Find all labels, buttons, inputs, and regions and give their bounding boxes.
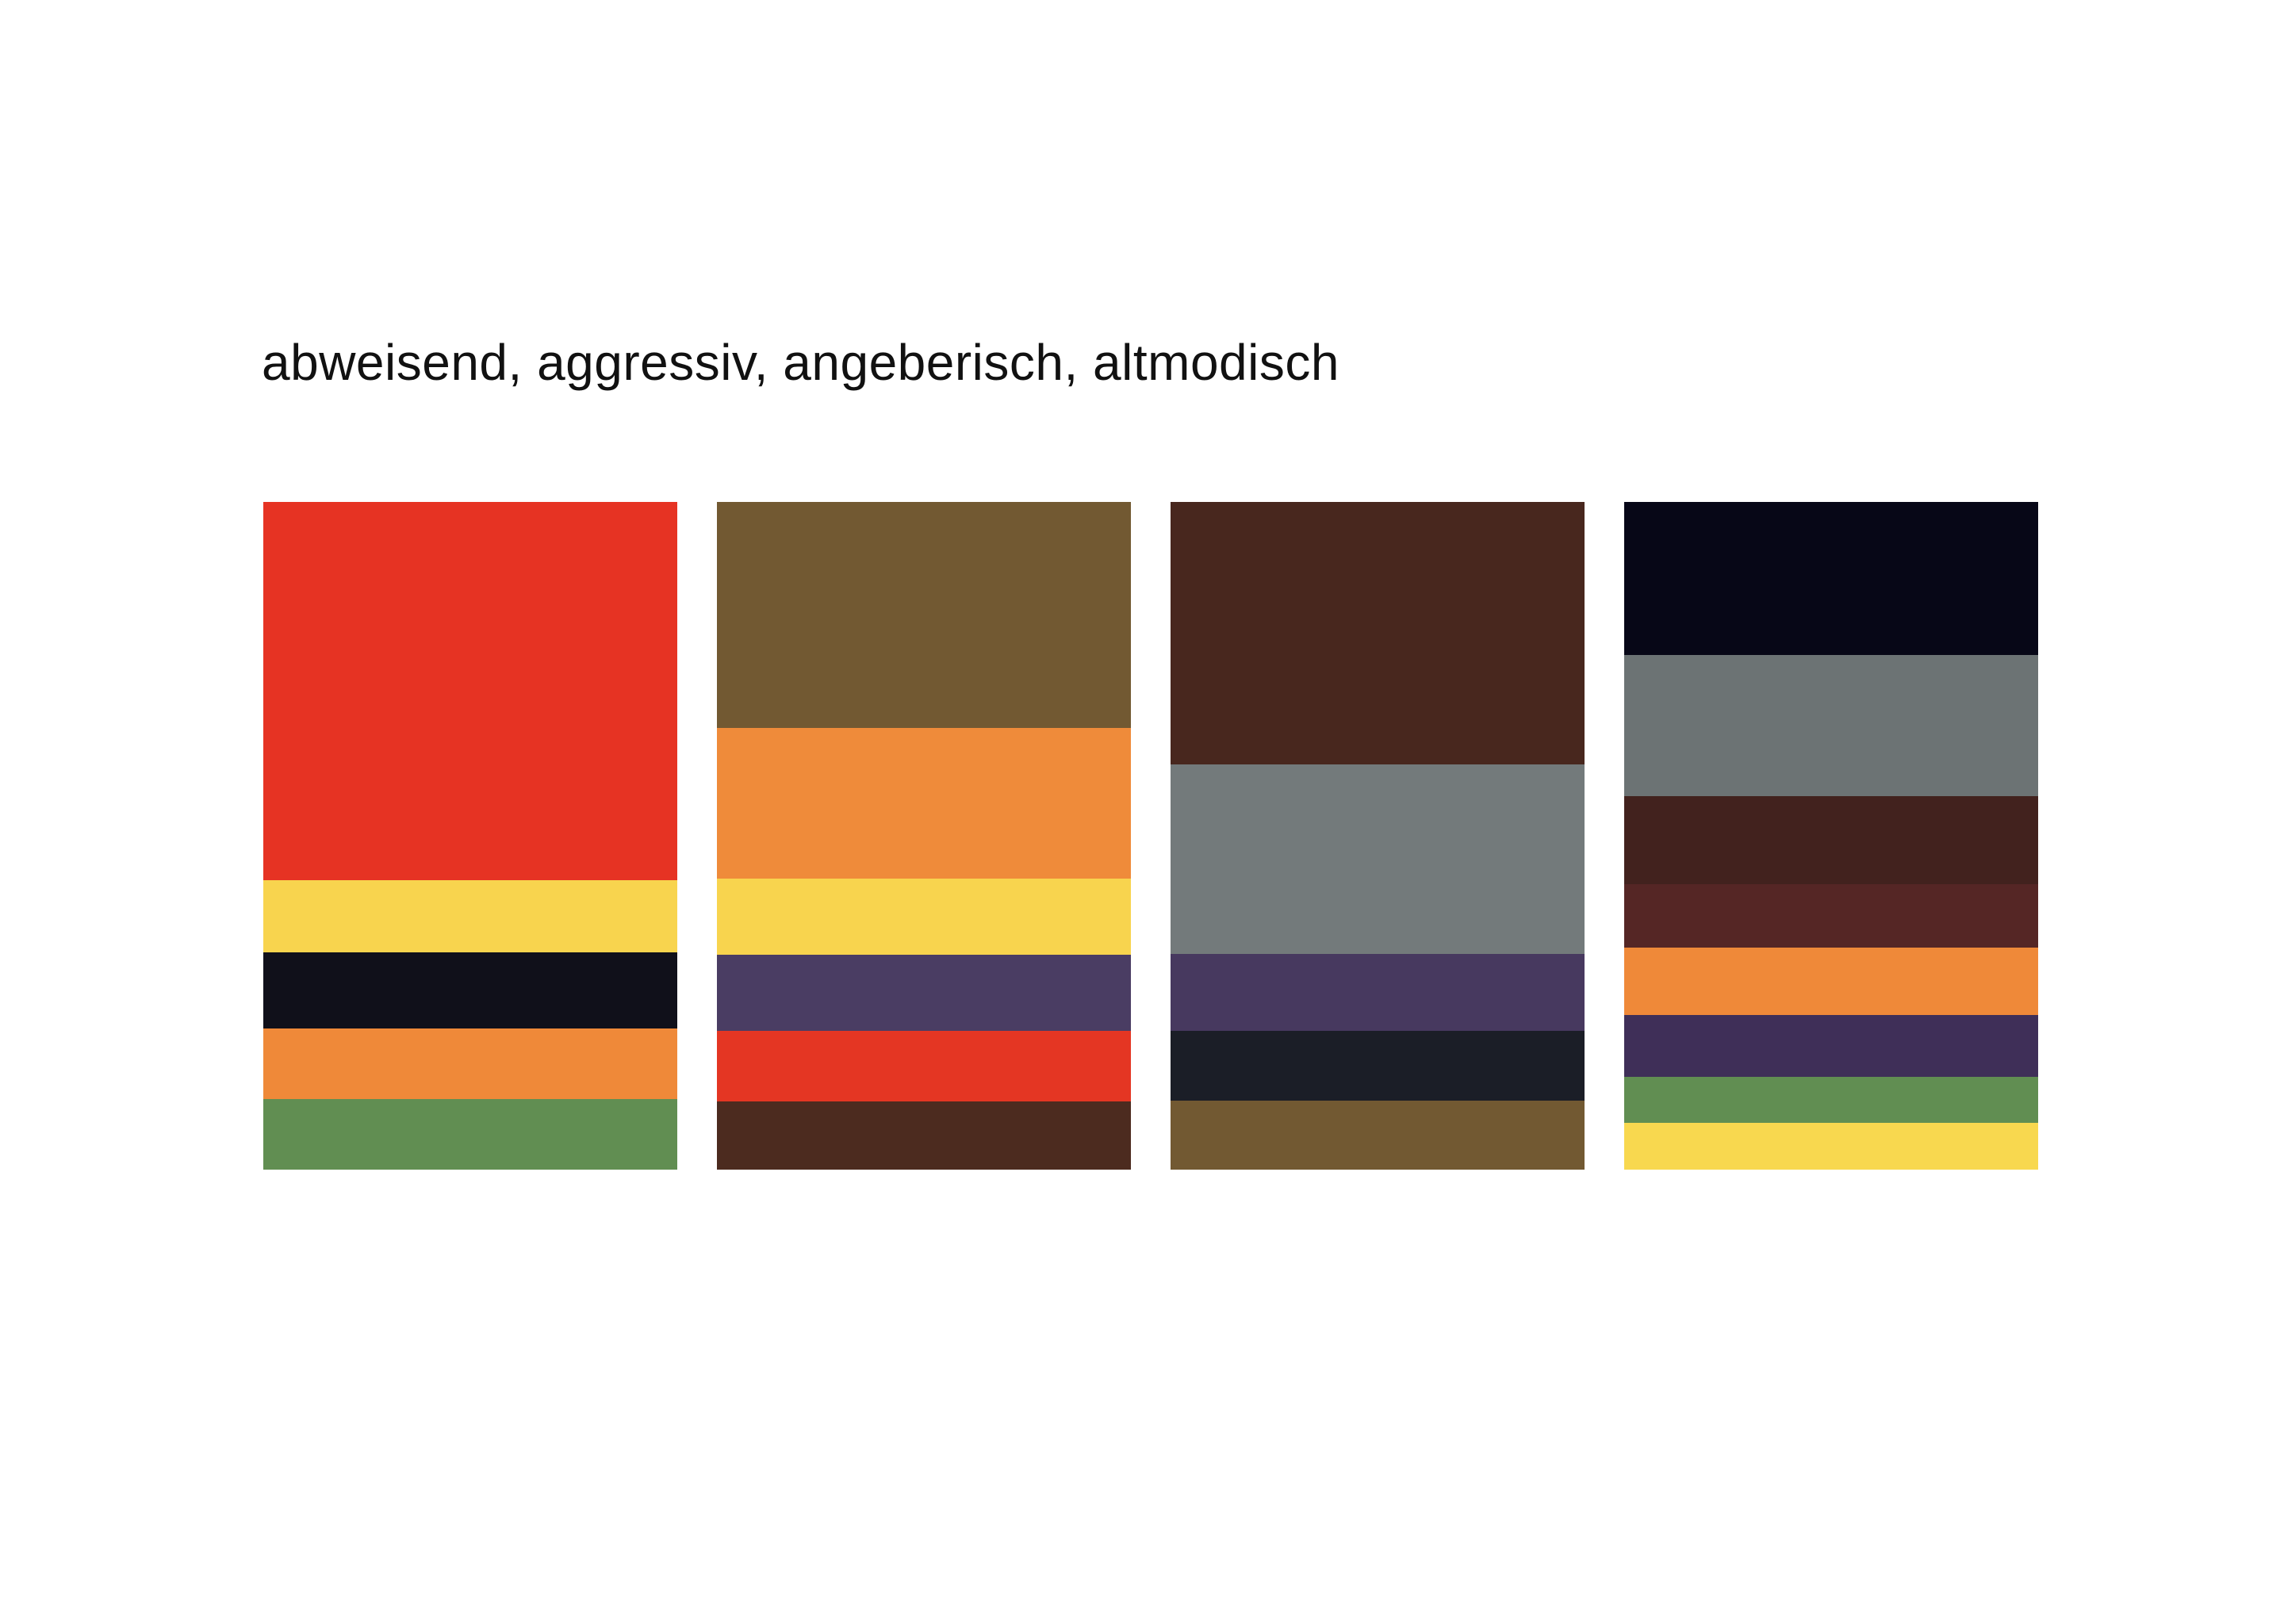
color-swatch	[1171, 1101, 1585, 1170]
color-swatch	[717, 879, 1131, 955]
color-swatch	[1624, 502, 2038, 655]
color-swatch	[1624, 948, 2038, 1015]
page-title: abweisend, aggressiv, angeberisch, altmo…	[262, 334, 1339, 391]
color-palettes	[263, 502, 2040, 1170]
color-swatch	[1624, 796, 2038, 884]
color-swatch	[1624, 1077, 2038, 1123]
color-swatch	[1624, 884, 2038, 948]
color-palette-3	[1171, 502, 1585, 1170]
color-swatch	[263, 502, 677, 880]
color-swatch	[717, 1101, 1131, 1170]
color-swatch	[1171, 954, 1585, 1031]
color-palette-1	[263, 502, 677, 1170]
color-palette-4	[1624, 502, 2038, 1170]
color-swatch	[1171, 502, 1585, 764]
color-swatch	[1624, 1015, 2038, 1077]
color-palette-2	[717, 502, 1131, 1170]
color-swatch	[1624, 1123, 2038, 1170]
color-swatch	[717, 728, 1131, 879]
color-swatch	[263, 880, 677, 952]
color-swatch	[263, 1028, 677, 1099]
color-swatch	[717, 1031, 1131, 1101]
color-swatch	[263, 1099, 677, 1170]
color-swatch	[717, 502, 1131, 728]
color-swatch	[263, 952, 677, 1028]
color-swatch	[1171, 764, 1585, 954]
color-swatch	[717, 955, 1131, 1031]
color-swatch	[1171, 1031, 1585, 1101]
color-swatch	[1624, 655, 2038, 796]
